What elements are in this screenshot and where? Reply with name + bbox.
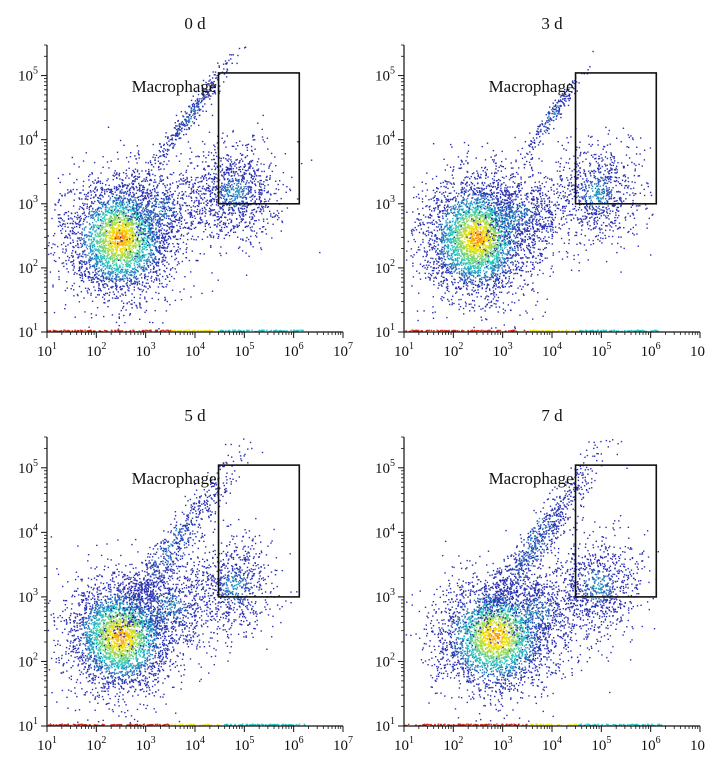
y-tick-label: 105 <box>18 66 38 85</box>
y-tick-label: 103 <box>18 194 38 213</box>
density-points <box>47 438 306 727</box>
x-tick-label: 104 <box>542 341 562 360</box>
x-tick-label: 104 <box>185 735 205 754</box>
panel-0: 0 d 101 102 103 104 105 106 107 101 102 103 104 105 M… <box>18 14 353 360</box>
x-tick-label: 103 <box>493 735 513 754</box>
macrophage-gate <box>574 464 658 598</box>
x-tick-label: 107 <box>333 341 353 360</box>
y-tick-label: 104 <box>18 522 38 541</box>
x-tick-label: 105 <box>591 735 611 754</box>
y-tick-label: 101 <box>18 716 38 735</box>
y-tick-label: 101 <box>18 322 38 341</box>
panel-2: 5 d 101 102 103 104 105 106 107 101 102 103 104 105 M… <box>18 406 353 754</box>
y-tick-label: 102 <box>18 651 38 670</box>
x-tick-label: 107 <box>690 735 705 754</box>
x-tick-label: 103 <box>136 735 156 754</box>
panel-title: 3 d <box>541 14 563 33</box>
x-tick-label: 102 <box>443 341 463 360</box>
gate-label: Macrophage <box>132 77 217 96</box>
x-tick-label: 101 <box>394 735 414 754</box>
y-tick-label: 105 <box>18 458 38 477</box>
x-tick-label: 103 <box>493 341 513 360</box>
panel-title: 7 d <box>541 406 563 425</box>
gate-label: Macrophage <box>489 469 574 488</box>
y-tick-label: 101 <box>375 716 395 735</box>
gate-label: Macrophage <box>489 77 574 96</box>
x-tick-label: 105 <box>234 735 254 754</box>
x-tick-label: 104 <box>542 735 562 754</box>
panel-3: 7 d 101 102 103 104 105 106 107 101 102 103 104 105 M… <box>375 406 705 754</box>
macrophage-gate <box>217 464 301 598</box>
y-tick-label: 104 <box>375 130 395 149</box>
x-tick-label: 101 <box>37 341 57 360</box>
x-tick-label: 106 <box>284 735 304 754</box>
y-tick-label: 103 <box>375 587 395 606</box>
x-tick-label: 106 <box>641 735 661 754</box>
x-tick-label: 106 <box>284 341 304 360</box>
y-tick-label: 103 <box>18 587 38 606</box>
x-tick-label: 107 <box>333 735 353 754</box>
x-tick-label: 105 <box>591 341 611 360</box>
y-tick-label: 105 <box>375 458 395 477</box>
x-tick-label: 102 <box>86 735 106 754</box>
y-tick-label: 102 <box>375 651 395 670</box>
gate-label: Macrophage <box>132 469 217 488</box>
y-tick-label: 102 <box>375 258 395 277</box>
x-tick-label: 104 <box>185 341 205 360</box>
x-tick-label: 105 <box>234 341 254 360</box>
x-tick-label: 107 <box>690 341 705 360</box>
y-tick-label: 101 <box>375 322 395 341</box>
panel-1: 3 d 101 102 103 104 105 106 107 101 102 103 104 105 M… <box>375 14 705 360</box>
y-tick-label: 102 <box>18 258 38 277</box>
y-tick-label: 103 <box>375 194 395 213</box>
x-tick-label: 106 <box>641 341 661 360</box>
density-points <box>404 439 662 727</box>
x-tick-label: 102 <box>443 735 463 754</box>
y-tick-label: 104 <box>375 522 395 541</box>
x-tick-label: 103 <box>136 341 156 360</box>
x-tick-label: 101 <box>394 341 414 360</box>
y-tick-label: 105 <box>375 66 395 85</box>
x-tick-label: 102 <box>86 341 106 360</box>
macrophage-gate <box>574 72 658 205</box>
x-tick-label: 101 <box>37 735 57 754</box>
panel-title: 5 d <box>184 406 206 425</box>
panel-title: 0 d <box>184 14 206 33</box>
macrophage-gate <box>217 72 301 205</box>
y-tick-label: 104 <box>18 130 38 149</box>
density-points <box>405 50 659 333</box>
